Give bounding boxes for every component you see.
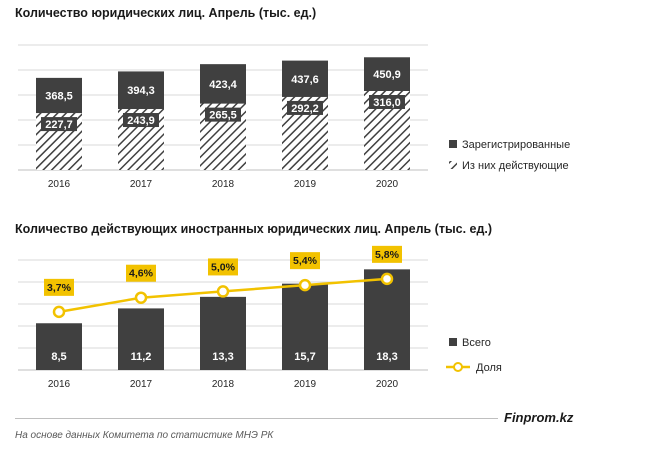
chart2-bar-total <box>364 269 410 370</box>
chart2-share-label-bg <box>290 252 320 270</box>
chart2-bar-total <box>200 296 246 370</box>
chart1-x-tick: 2020 <box>376 179 399 190</box>
chart2-share-label-bg <box>208 258 238 276</box>
chart1-label-registered: 450,9 <box>373 69 401 81</box>
chart1-legend-swatch-registered <box>449 140 457 148</box>
chart1-label-active-bg <box>369 95 405 109</box>
chart1-title: Количество юридических лиц. Апрель (тыс.… <box>15 6 317 20</box>
chart2-share-point <box>380 272 394 286</box>
chart1-label-active-bg <box>123 113 159 128</box>
chart2-share-label: 4,6% <box>129 268 154 280</box>
chart2-x-tick: 2017 <box>130 379 153 390</box>
chart2-share-point <box>216 285 230 298</box>
chart2-share-label-bg <box>126 264 156 282</box>
chart1-label-registered: 368,5 <box>45 90 73 102</box>
chart1-label-active: 316,0 <box>373 97 401 109</box>
chart1-label-active-bg <box>205 107 241 122</box>
chart2-label-total: 13,3 <box>212 351 233 363</box>
chart2-share-label: 5,4% <box>293 255 318 267</box>
chart2-x-tick: 2020 <box>376 379 399 390</box>
chart1-x-tick: 2016 <box>48 179 71 190</box>
chart1-x-tick: 2017 <box>130 179 153 190</box>
chart2-label-total: 8,5 <box>51 351 66 363</box>
chart1-label-active: 227,7 <box>45 119 73 131</box>
brand-logo-text: Finprom.kz <box>504 410 574 425</box>
chart2-share-point <box>298 278 312 292</box>
footer-divider <box>15 418 498 419</box>
chart2-label-total: 15,7 <box>294 351 315 363</box>
chart2-x-tick: 2019 <box>294 379 317 390</box>
chart1-x-tick: 2019 <box>294 179 317 190</box>
chart2-share-label: 5,0% <box>211 261 236 273</box>
chart2-x-tick: 2018 <box>212 379 235 390</box>
chart1-legend-swatch-active <box>449 161 457 169</box>
chart2-bar-total <box>282 283 328 370</box>
chart2-bar-total <box>118 308 164 370</box>
chart1-label-active-bg <box>41 117 77 132</box>
chart2-label-total: 11,2 <box>131 351 152 363</box>
chart2-title: Количество действующих иностранных юриди… <box>15 222 493 236</box>
chart2-bar-total <box>36 323 82 370</box>
chart2-legend-swatch-share-point <box>453 362 463 372</box>
chart2-legend-share: Доля <box>476 362 502 374</box>
chart2-share-point <box>52 305 66 319</box>
chart2-share-label-bg <box>44 278 74 296</box>
chart2-share-point <box>134 291 148 304</box>
chart2-legend-swatch-total <box>449 338 457 346</box>
source-note: На основе данных Комитета по статистике … <box>15 430 274 441</box>
chart2-share-label-bg <box>372 245 402 263</box>
chart1-legend-active: Из них действующие <box>462 160 569 172</box>
chart2-share-label: 3,7% <box>47 282 72 294</box>
chart2-share-label: 5,8% <box>375 249 400 261</box>
chart1-label-registered: 423,4 <box>209 79 237 91</box>
chart1-label-active: 265,5 <box>209 110 237 122</box>
chart2-plot: 8,5 2016 11,2 2017 13,3 2018 15,7 2019 18,3 2020 3… <box>18 245 502 390</box>
chart1-label-active-bg <box>287 100 323 115</box>
chart1-label-active: 243,9 <box>127 115 155 127</box>
chart1-label-registered: 437,6 <box>291 74 319 86</box>
chart1-label-registered: 394,3 <box>127 85 155 97</box>
chart2-x-tick: 2016 <box>48 379 71 390</box>
chart2-label-total: 18,3 <box>376 351 397 363</box>
chart1-legend-registered: Зарегистрированные <box>462 139 570 151</box>
chart2-legend-total: Всего <box>462 337 491 349</box>
chart1-x-tick: 2018 <box>212 179 235 190</box>
chart1-label-active: 292,2 <box>291 103 319 115</box>
chart1-plot: 368,5 227,7 2016 394,3 243,9 2017 423,4 265,5 20… <box>18 44 570 190</box>
